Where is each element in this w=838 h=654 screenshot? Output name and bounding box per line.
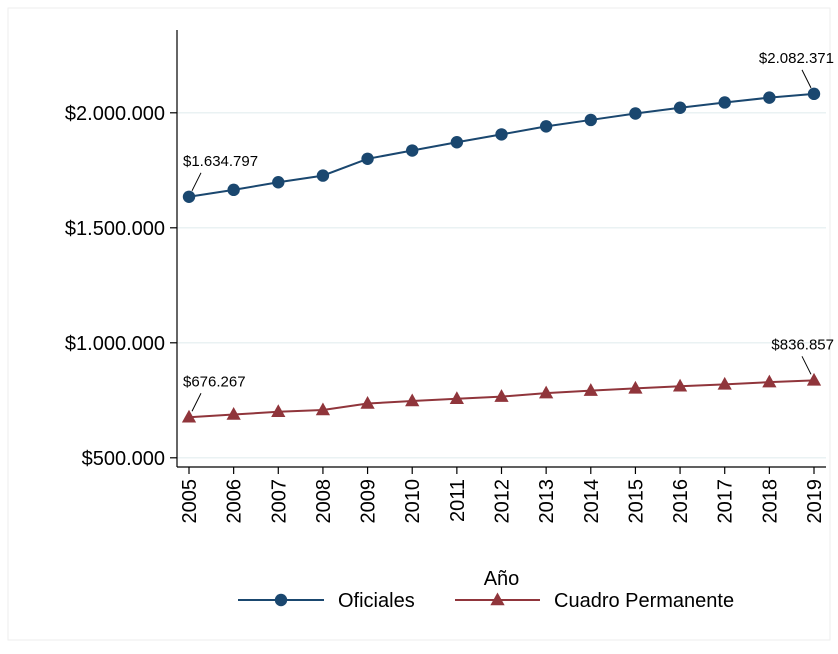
chart-frame bbox=[7, 7, 831, 641]
circle-marker bbox=[450, 136, 464, 149]
legend-label: Oficiales bbox=[338, 590, 415, 612]
annotation-label: $836.857 bbox=[771, 336, 834, 353]
y-tick-label: $1.000.000 bbox=[65, 333, 165, 355]
annotation-leader bbox=[801, 356, 812, 375]
x-tick-label: 2010 bbox=[402, 479, 424, 524]
triangle-marker bbox=[226, 407, 241, 420]
x-tick-label: 2006 bbox=[224, 479, 246, 524]
y-tick-label: $2.000.000 bbox=[65, 103, 165, 125]
circle-marker bbox=[673, 101, 687, 114]
x-tick-label: 2007 bbox=[268, 479, 290, 524]
series-0 bbox=[182, 87, 821, 203]
x-tick-label: 2011 bbox=[447, 479, 469, 522]
gridlines bbox=[177, 112, 826, 459]
triangle-marker bbox=[806, 372, 822, 386]
x-tick-label: 2005 bbox=[179, 479, 201, 524]
triangle-marker bbox=[271, 404, 286, 418]
triangle-marker bbox=[315, 402, 331, 416]
legend: Oficiales Cuadro Permanente bbox=[238, 590, 734, 612]
circle-marker bbox=[272, 176, 285, 189]
x-axis-title: Año bbox=[484, 568, 520, 590]
triangle-marker bbox=[717, 376, 732, 390]
circle-marker bbox=[763, 91, 776, 104]
annotation-leader bbox=[801, 69, 812, 89]
annotation-leader bbox=[191, 172, 202, 192]
circle-marker bbox=[807, 87, 821, 101]
series-1 bbox=[181, 372, 822, 423]
x-tick-label: 2017 bbox=[715, 479, 737, 524]
x-tick-label: 2012 bbox=[492, 479, 514, 524]
x-tick-label: 2016 bbox=[670, 479, 692, 524]
legend-circle-marker bbox=[274, 593, 288, 607]
circle-marker bbox=[182, 190, 196, 203]
circle-marker bbox=[584, 113, 597, 127]
circle-marker bbox=[316, 169, 330, 182]
circle-marker bbox=[495, 128, 508, 141]
triangle-marker bbox=[405, 393, 420, 407]
triangle-marker bbox=[494, 389, 509, 402]
x-tick-label: 2019 bbox=[804, 479, 826, 524]
triangle-marker bbox=[628, 380, 643, 394]
legend-triangle-marker bbox=[490, 592, 505, 606]
x-tick-label: 2014 bbox=[581, 479, 603, 524]
y-tick-label: $1.500.000 bbox=[65, 218, 165, 240]
circle-marker bbox=[406, 144, 419, 157]
x-tick-label: 2009 bbox=[358, 479, 380, 524]
annotation-label: $676.267 bbox=[183, 373, 246, 390]
series bbox=[181, 87, 822, 423]
triangle-marker bbox=[360, 396, 375, 409]
x-tick-label: 2015 bbox=[625, 479, 647, 524]
triangle-marker bbox=[181, 409, 197, 423]
circle-marker bbox=[718, 96, 731, 109]
triangle-marker bbox=[762, 374, 777, 388]
x-tick-label: 2008 bbox=[313, 479, 335, 524]
circle-marker bbox=[227, 183, 240, 197]
y-tick-label: $500.000 bbox=[82, 448, 165, 470]
annotation-leader bbox=[191, 393, 202, 412]
triangle-marker bbox=[449, 391, 464, 404]
annotation-label: $1.634.797 bbox=[183, 153, 258, 170]
circle-marker bbox=[361, 152, 374, 165]
triangle-marker bbox=[672, 378, 688, 392]
legend-item: Oficiales bbox=[238, 590, 415, 612]
circle-marker bbox=[629, 107, 642, 120]
triangle-marker bbox=[539, 385, 554, 399]
triangle-marker bbox=[583, 383, 598, 396]
x-tick-label: 2013 bbox=[536, 479, 558, 524]
circle-marker bbox=[539, 120, 553, 133]
annotations: $1.634.797 $2.082.371 $676.267 $836.857 bbox=[183, 50, 834, 412]
legend-item: Cuadro Permanente bbox=[455, 590, 734, 612]
legend-label: Cuadro Permanente bbox=[554, 590, 734, 612]
axes: $500.000 $1.000.000 $1.500.000 $2.000.000 20… bbox=[65, 30, 826, 590]
annotation-label: $2.082.371 bbox=[759, 50, 834, 67]
x-tick-label: 2018 bbox=[759, 479, 781, 524]
